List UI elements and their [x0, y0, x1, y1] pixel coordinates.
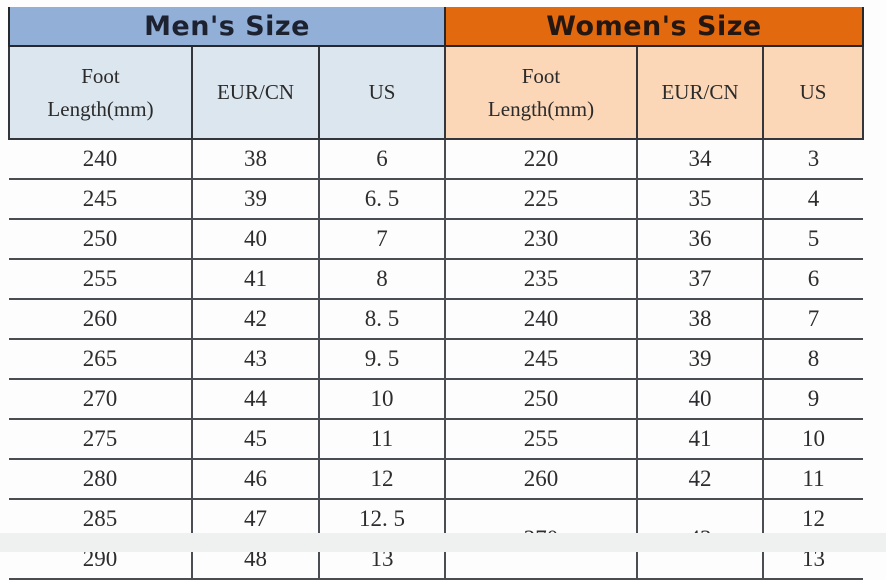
men-foot-cell: 265	[9, 338, 193, 380]
women-foot-length-header-line2: Length(mm)	[487, 96, 595, 121]
table-row: 275 45 11 255 41 10	[9, 418, 863, 460]
women-us-cell: 5	[762, 218, 863, 260]
women-us-cell: 4	[762, 178, 863, 220]
men-foot-cell: 255	[9, 258, 193, 300]
men-eur-cell: 40	[191, 218, 320, 260]
table-row: 270 44 10 250 40 9	[9, 378, 863, 420]
women-us-cell: 3	[762, 138, 863, 180]
men-foot-length-header: Foot Length(mm)	[8, 45, 193, 140]
men-eur-cell: 44	[191, 378, 320, 420]
men-eur-cell: 41	[191, 258, 320, 300]
women-us-cell: 6	[762, 258, 863, 300]
women-foot-cell: 235	[444, 258, 638, 300]
women-us-cell: 9	[762, 378, 863, 420]
men-foot-cell: 280	[9, 458, 193, 500]
women-foot-cell: 255	[444, 418, 638, 460]
women-us-cell: 7	[762, 298, 863, 340]
men-us-cell: 8. 5	[318, 298, 446, 340]
table-row: 260 42 8. 5 240 38 7	[9, 298, 863, 340]
women-eur-cn-header: EUR/CN	[636, 45, 764, 140]
men-us-cell: 11	[318, 418, 446, 460]
men-foot-cell: 285	[9, 498, 193, 540]
table-row: 250 40 7 230 36 5	[9, 218, 863, 260]
table-row: 240 38 6 220 34 3	[9, 138, 863, 180]
men-eur-cell: 43	[191, 338, 320, 380]
women-us-header: US	[762, 45, 864, 140]
women-foot-length-header: Foot Length(mm)	[444, 45, 638, 140]
section-title-row: Men's Size Women's Size	[8, 7, 864, 47]
women-us-cell: 11	[762, 458, 863, 500]
men-foot-cell: 240	[9, 138, 193, 180]
women-foot-cell: 245	[444, 338, 638, 380]
men-foot-cell: 245	[9, 178, 193, 220]
women-foot-cell: 220	[444, 138, 638, 180]
women-eur-cell: 42	[636, 458, 764, 500]
men-foot-length-header-line1: Foot	[81, 63, 120, 88]
women-foot-length-header-line1: Foot	[521, 63, 561, 88]
men-foot-cell: 260	[9, 298, 193, 340]
men-foot-length-header-line2: Length(mm)	[47, 96, 154, 121]
women-us-cell: 8	[762, 338, 863, 380]
size-chart-page: Men's Size Women's Size Foot Length(mm) …	[0, 7, 886, 580]
women-eur-cell: 35	[636, 178, 764, 220]
men-eur-cell: 38	[191, 138, 320, 180]
men-us-cell: 7	[318, 218, 446, 260]
women-foot-cell: 225	[444, 178, 638, 220]
table-row: 255 41 8 235 37 6	[9, 258, 863, 300]
men-foot-cell: 270	[9, 378, 193, 420]
men-us-cell: 12	[318, 458, 446, 500]
women-foot-cell: 260	[444, 458, 638, 500]
men-us-cell: 8	[318, 258, 446, 300]
table-row: 265 43 9. 5 245 39 8	[9, 338, 863, 380]
women-eur-cell: 36	[636, 218, 764, 260]
men-foot-cell: 275	[9, 418, 193, 460]
womens-size-title: Women's Size	[444, 7, 864, 47]
bottom-margin-strip	[0, 533, 886, 552]
men-us-cell: 6	[318, 138, 446, 180]
women-eur-cell: 37	[636, 258, 764, 300]
men-eur-cn-header: EUR/CN	[191, 45, 320, 140]
men-us-cell: 10	[318, 378, 446, 420]
shoe-size-conversion-table: Men's Size Women's Size Foot Length(mm) …	[8, 7, 864, 580]
women-eur-cell: 41	[636, 418, 764, 460]
women-eur-cell: 38	[636, 298, 764, 340]
men-eur-cell: 42	[191, 298, 320, 340]
women-us-cell: 10	[762, 418, 863, 460]
men-eur-cell: 39	[191, 178, 320, 220]
men-us-cell: 6. 5	[318, 178, 446, 220]
table-row: 245 39 6. 5 225 35 4	[9, 178, 863, 220]
mens-size-title: Men's Size	[8, 7, 446, 47]
men-us-header: US	[318, 45, 446, 140]
women-foot-cell: 250	[444, 378, 638, 420]
women-eur-cell: 39	[636, 338, 764, 380]
women-foot-cell: 230	[444, 218, 638, 260]
women-foot-cell: 240	[444, 298, 638, 340]
women-eur-cell: 40	[636, 378, 764, 420]
men-us-cell: 9. 5	[318, 338, 446, 380]
men-eur-cell: 46	[191, 458, 320, 500]
men-foot-cell: 250	[9, 218, 193, 260]
men-eur-cell: 45	[191, 418, 320, 460]
table-row: 280 46 12 260 42 11	[9, 458, 863, 500]
column-header-row: Foot Length(mm) EUR/CN US Foot Length(mm…	[8, 45, 864, 140]
women-eur-cell: 34	[636, 138, 764, 180]
